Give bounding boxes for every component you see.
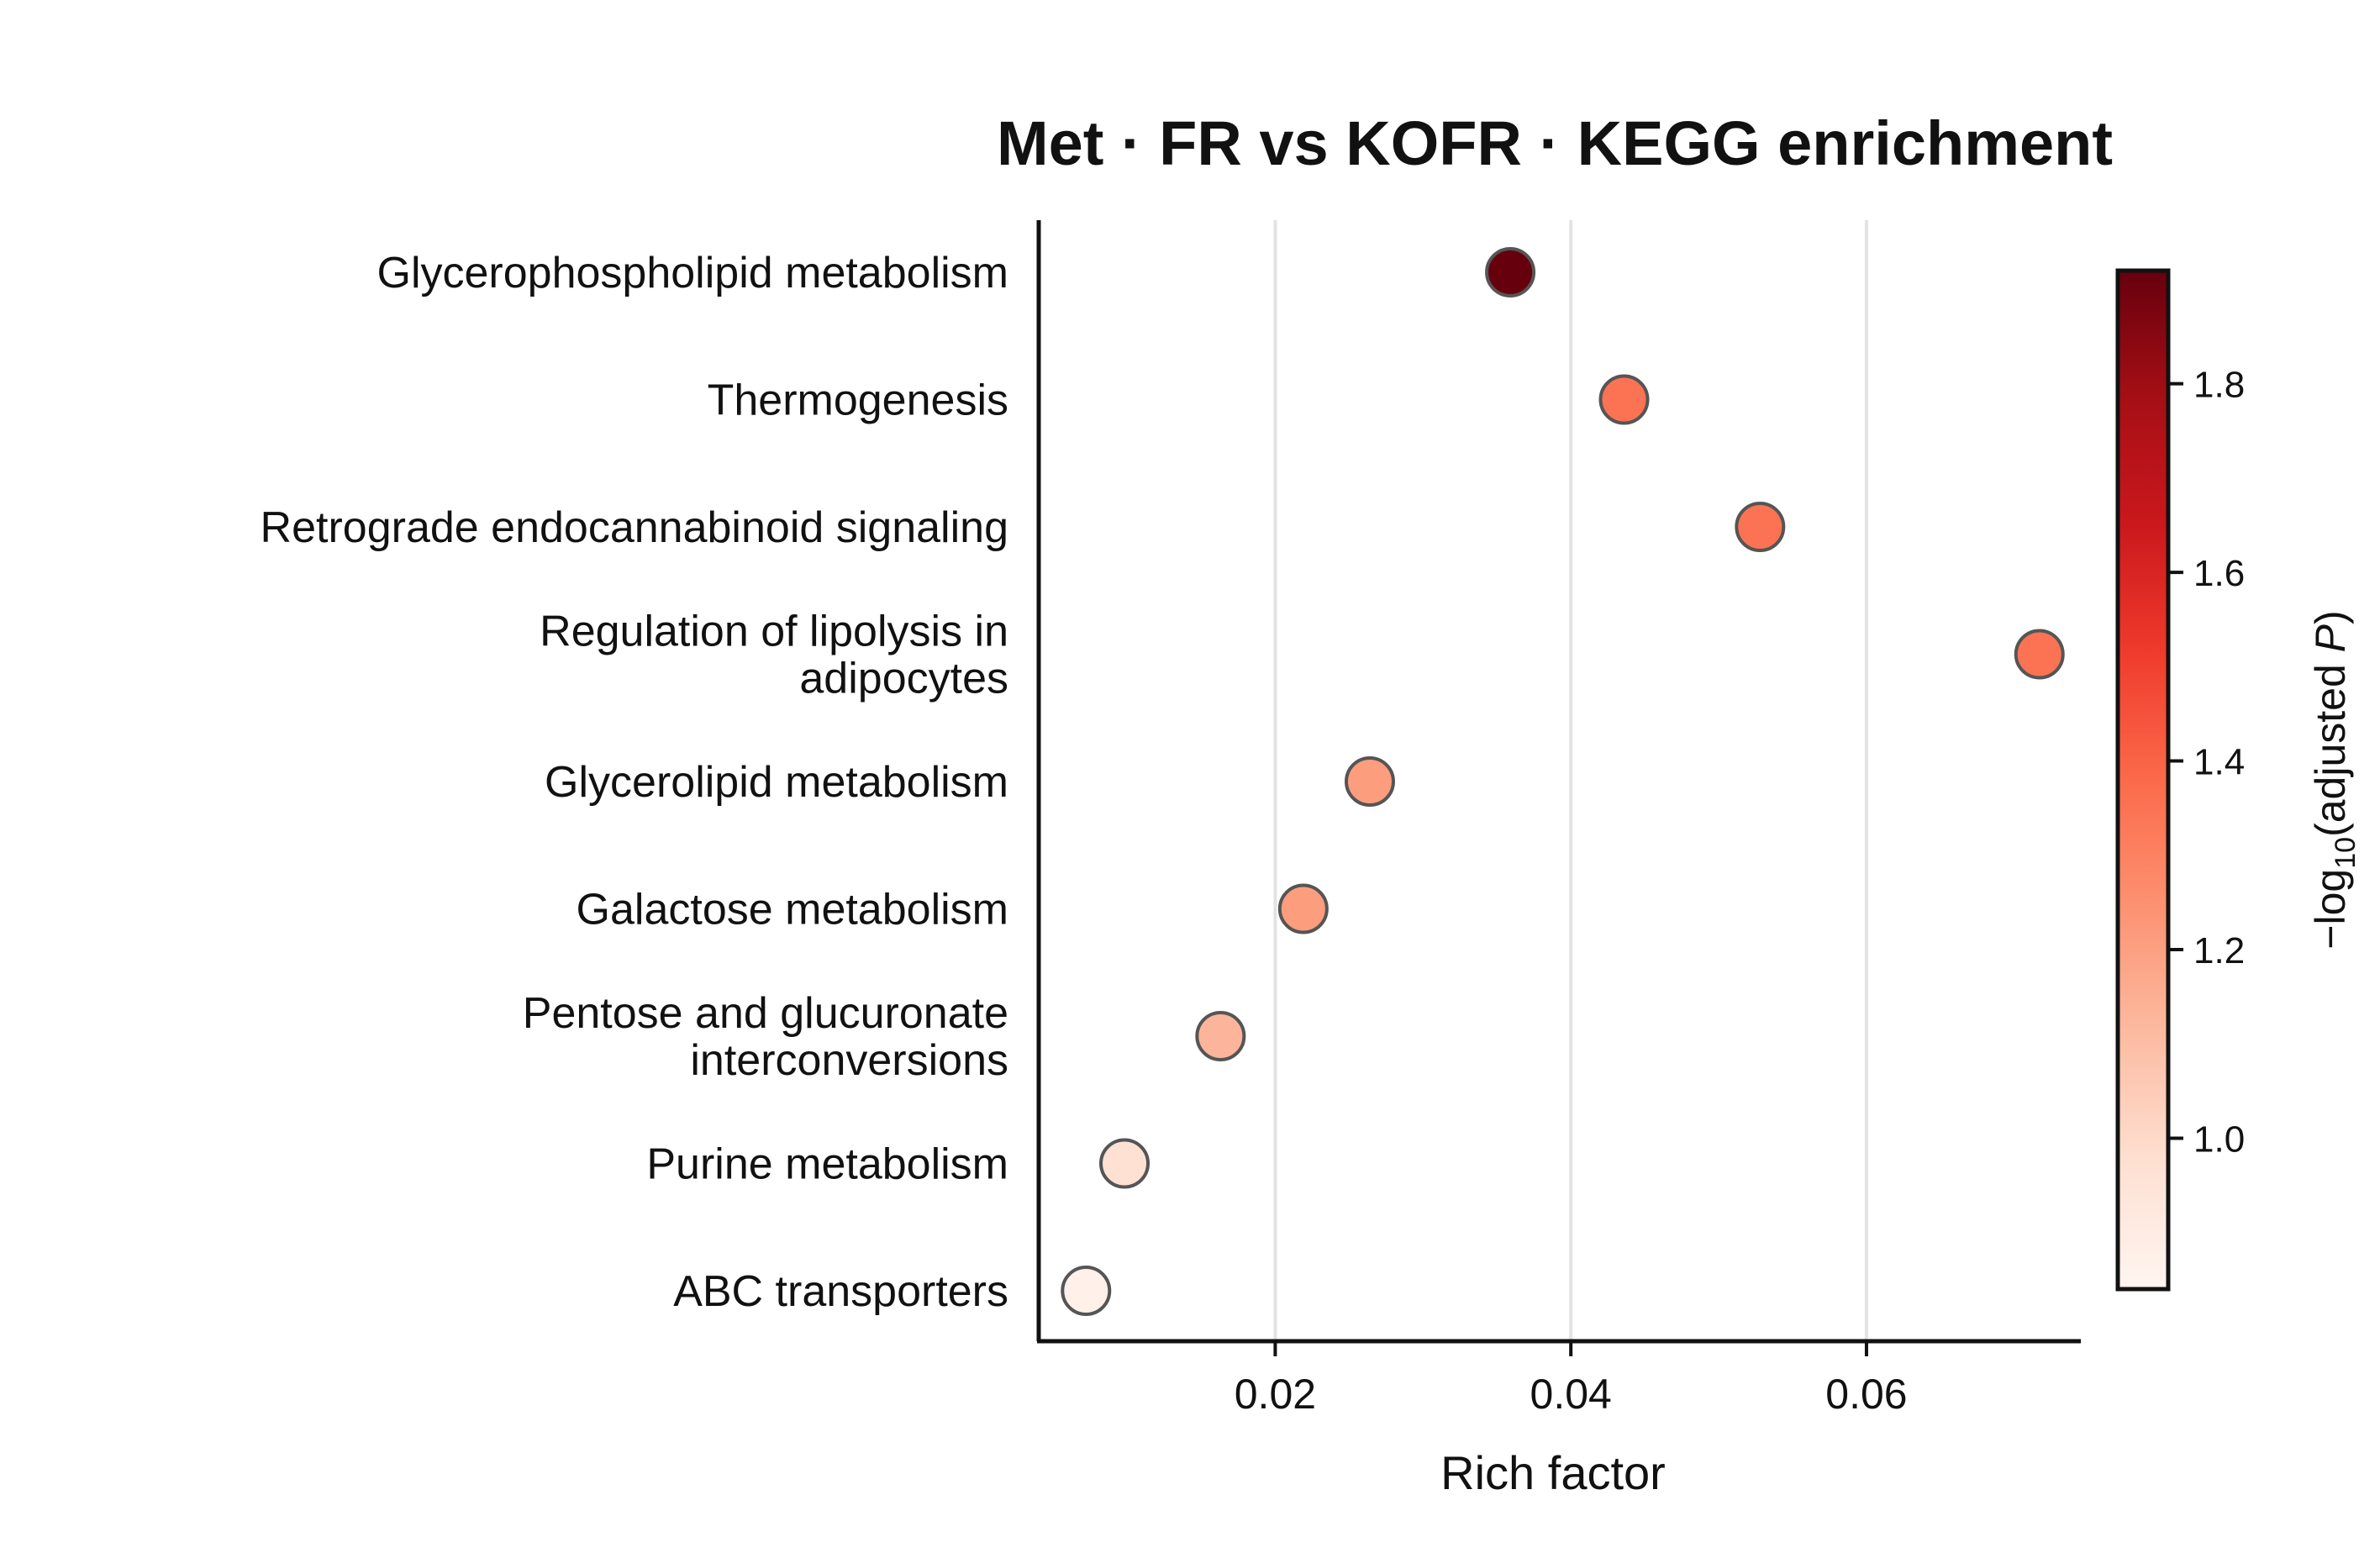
- y-tick-label: Glycerophospholipid metabolism: [377, 249, 1009, 297]
- y-tick-label: Thermogenesis: [708, 376, 1008, 425]
- colorbar-tick-label: 1.4: [2193, 742, 2245, 783]
- gridlines: [1273, 220, 1868, 1341]
- data-point: [1735, 502, 1786, 552]
- y-tick-label: Purine metabolism: [646, 1140, 1008, 1189]
- y-tick-label: Regulation of lipolysis in adipocytes: [540, 608, 1008, 703]
- data-point: [1485, 247, 1536, 297]
- data-point: [1099, 1138, 1151, 1189]
- data-point: [1598, 374, 1650, 425]
- x-tick-label: 0.02: [1235, 1371, 1316, 1418]
- x-ticks: 0.02 0.04 0.06: [1235, 1341, 1908, 1418]
- colorbar-tick-label: 1.8: [2193, 365, 2245, 406]
- axes: [1036, 220, 2081, 1344]
- data-point: [1344, 756, 1395, 807]
- y-tick-label: Retrograde endocannabinoid signaling: [261, 503, 1008, 552]
- colorbar-gradient: [2115, 268, 2171, 1292]
- colorbar-ticks: 1.0 1.2 1.4 1.6 1.8: [2168, 365, 2245, 1160]
- y-tick-labels: Glycerophospholipid metabolism Thermogene…: [261, 249, 1008, 1316]
- data-point: [1277, 883, 1329, 934]
- colorbar-label: −log10(adjusted P): [2307, 610, 2362, 949]
- data-point: [1061, 1266, 1112, 1316]
- x-tick-label: 0.04: [1530, 1371, 1612, 1418]
- y-tick-label: Glycerolipid metabolism: [545, 758, 1008, 807]
- y-tick-label: Pentose and glucuronate interconversions: [523, 989, 1008, 1085]
- colorbar-tick-label: 1.6: [2193, 553, 2245, 594]
- x-axis-label: Rich factor: [1440, 1446, 1666, 1499]
- data-point: [1195, 1011, 1246, 1061]
- colorbar-tick-label: 1.0: [2193, 1118, 2245, 1160]
- y-tick-label: ABC transporters: [673, 1267, 1008, 1316]
- colorbar: 1.0 1.2 1.4 1.6 1.8 −log10(adjusted P): [2115, 268, 2362, 1292]
- data-point: [2014, 629, 2065, 680]
- y-tick-label: Galactose metabolism: [577, 886, 1008, 934]
- x-tick-label: 0.06: [1825, 1371, 1907, 1418]
- colorbar-tick-label: 1.2: [2193, 930, 2245, 971]
- chart-title: Met · FR vs KOFR · KEGG enrichment: [997, 108, 2113, 178]
- data-points: [1061, 247, 2065, 1316]
